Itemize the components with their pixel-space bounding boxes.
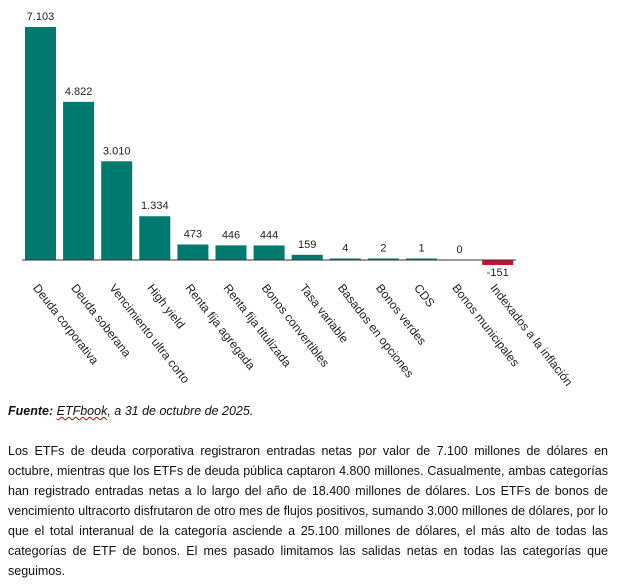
value-label-10: 1 [418,243,424,255]
value-label-9: 2 [380,243,386,255]
bar-7 [291,254,323,260]
value-label-6: 444 [260,229,278,241]
source-name: ETFbook [56,404,108,418]
value-label-3: 1.334 [141,200,169,212]
value-labels-group: 7.103 4.822 3.010 1.334 473 446 444 159 4 2 1 0 -151 [27,11,509,279]
bar-2 [101,161,133,260]
category-label-0: Deuda corporativa [30,281,102,367]
bar-3 [139,216,171,260]
category-label-11: Bonos municipales [449,281,522,369]
body-paragraph: Los ETFs de deuda corporativa registraro… [8,444,608,578]
bar-1 [63,101,95,261]
bar-9 [367,258,399,260]
bar-0 [25,27,56,260]
bar-8 [329,258,361,260]
category-label-4: Renta fija agregada [183,281,259,372]
value-label-0: 7.103 [27,11,55,23]
bar-12 [482,260,514,265]
value-label-7: 159 [298,239,316,251]
category-label-5: Renta fija titulizada [221,281,295,370]
category-label-6: Bonos convertibles [259,281,332,370]
value-label-2: 3.010 [103,145,131,157]
bars-group [25,27,514,265]
category-label-10: CDS [411,281,438,310]
bar-10 [406,258,437,260]
value-label-12: -151 [487,267,509,279]
value-label-8: 4 [342,243,348,255]
bar-5 [215,245,247,260]
value-label-5: 446 [222,229,240,241]
source-label: Fuente: [8,404,54,418]
value-label-11: 0 [457,244,463,256]
source-note: Fuente: ETFbook, a 31 de octubre de 2025… [8,404,608,418]
value-label-1: 4.822 [65,86,93,98]
source-date: , a 31 de octubre de 2025. [107,404,254,418]
value-label-4: 473 [184,228,202,240]
bar-4 [177,244,209,260]
bar-6 [253,245,285,260]
etf-flows-bar-chart: 7.103 4.822 3.010 1.334 473 446 444 159 4 2 1 0 -151… [22,11,576,389]
